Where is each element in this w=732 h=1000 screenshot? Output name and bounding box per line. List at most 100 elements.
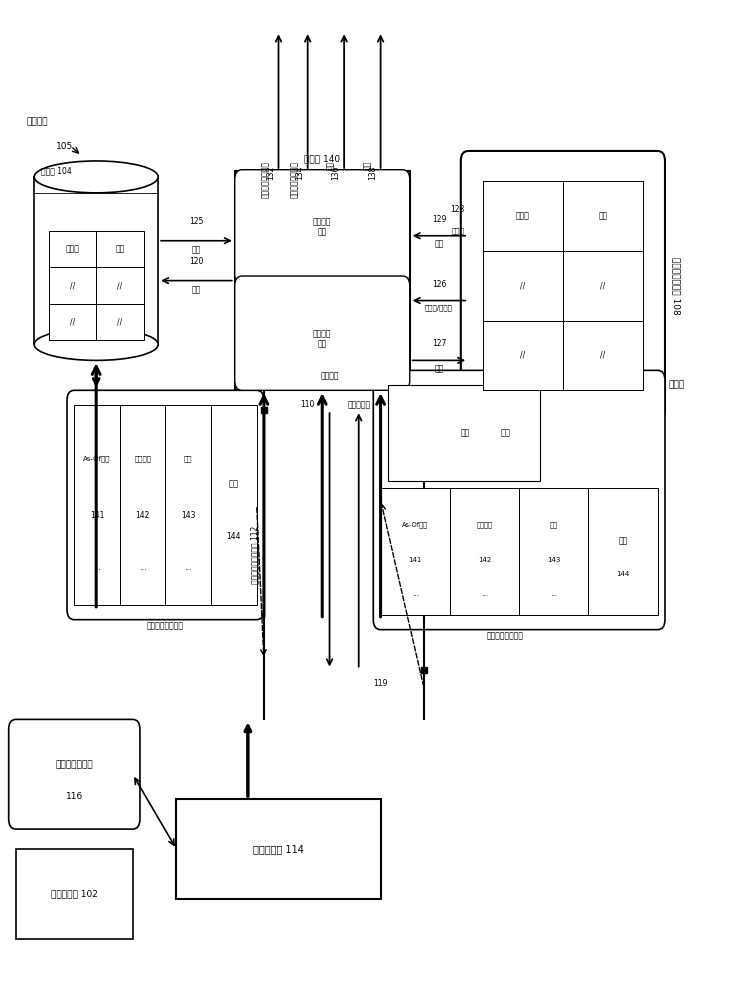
- Text: 请求: 请求: [434, 364, 444, 373]
- Text: 数据: 数据: [461, 429, 470, 438]
- Text: 143: 143: [181, 511, 195, 520]
- Text: 等待: 等待: [363, 161, 372, 170]
- FancyBboxPatch shape: [120, 405, 165, 605]
- Text: 126: 126: [432, 280, 446, 289]
- FancyBboxPatch shape: [49, 267, 96, 304]
- Text: 143: 143: [547, 557, 561, 563]
- Text: 数据项元数据字段: 数据项元数据字段: [147, 622, 184, 631]
- Text: ＼ノ: ＼ノ: [229, 480, 239, 489]
- Text: 阈值: 阈值: [184, 456, 193, 462]
- Text: 132: 132: [266, 166, 274, 180]
- FancyBboxPatch shape: [563, 251, 643, 321]
- FancyBboxPatch shape: [96, 304, 143, 340]
- Text: 数据库高速缓存 108: 数据库高速缓存 108: [671, 257, 681, 314]
- Text: 有阈値宽限的有效: 有阈値宽限的有效: [290, 161, 299, 198]
- Text: 比较器 140: 比较器 140: [305, 154, 340, 163]
- Text: 144: 144: [616, 571, 630, 577]
- Text: 返回的数据: 返回的数据: [347, 400, 370, 409]
- Text: //: //: [600, 281, 605, 290]
- Text: 数据: 数据: [115, 245, 124, 254]
- Text: 141: 141: [90, 511, 104, 520]
- Text: 截止类型
处理: 截止类型 处理: [313, 217, 332, 237]
- Text: ...: ...: [411, 589, 419, 598]
- Text: //: //: [600, 351, 605, 360]
- FancyBboxPatch shape: [482, 321, 563, 390]
- FancyBboxPatch shape: [96, 231, 143, 267]
- FancyBboxPatch shape: [235, 276, 410, 390]
- FancyBboxPatch shape: [482, 181, 563, 251]
- FancyBboxPatch shape: [563, 181, 643, 251]
- FancyBboxPatch shape: [235, 170, 410, 284]
- FancyBboxPatch shape: [563, 321, 643, 390]
- Text: 中命中/中命中: 中命中/中命中: [425, 305, 453, 311]
- Text: 数据库表: 数据库表: [27, 117, 48, 126]
- Text: //: //: [117, 318, 122, 327]
- FancyBboxPatch shape: [235, 171, 410, 390]
- FancyBboxPatch shape: [49, 304, 96, 340]
- FancyBboxPatch shape: [9, 719, 140, 829]
- Text: 截止阈值
处理: 截止阈值 处理: [313, 329, 332, 348]
- Text: 解析: 解析: [434, 240, 444, 249]
- Text: //: //: [520, 351, 526, 360]
- FancyBboxPatch shape: [176, 799, 381, 899]
- Text: 134: 134: [295, 166, 304, 180]
- Text: ...: ...: [139, 563, 146, 572]
- Text: ＼ノ: ＼ノ: [619, 536, 627, 545]
- FancyBboxPatch shape: [461, 151, 665, 420]
- Text: 应答: 应答: [192, 286, 201, 295]
- Text: 125: 125: [190, 217, 203, 226]
- Text: 基于年龄的策略: 基于年龄的策略: [56, 761, 93, 770]
- Text: //: //: [70, 318, 75, 327]
- Text: 142: 142: [135, 511, 150, 520]
- Text: 截止类型: 截止类型: [477, 522, 493, 528]
- Text: 访问请求: 访问请求: [321, 371, 339, 380]
- FancyBboxPatch shape: [388, 385, 540, 481]
- Text: 105: 105: [56, 142, 73, 151]
- Text: 数据库 104: 数据库 104: [42, 166, 72, 175]
- Text: ...: ...: [184, 563, 193, 572]
- Text: ...: ...: [481, 589, 488, 598]
- Text: 141: 141: [408, 557, 422, 563]
- Text: 错误: 错误: [326, 161, 335, 170]
- Text: 116: 116: [66, 792, 83, 801]
- Text: 数据生产者 102: 数据生产者 102: [51, 889, 98, 898]
- Text: 119: 119: [373, 680, 388, 689]
- Text: 数据项元数据字段: 数据项元数据字段: [487, 632, 524, 641]
- Text: ...: ...: [550, 589, 557, 598]
- Text: 回复取: 回复取: [452, 228, 464, 234]
- Text: //: //: [117, 281, 122, 290]
- Text: 元数据: 元数据: [516, 211, 530, 220]
- FancyBboxPatch shape: [450, 488, 519, 615]
- Text: //: //: [520, 281, 526, 290]
- Text: 127: 127: [432, 339, 446, 348]
- Text: 请求: 请求: [192, 246, 201, 255]
- Text: //: //: [70, 281, 75, 290]
- Text: 阈值: 阈值: [550, 522, 558, 528]
- Text: 基于年龄的策略语句 112: 基于年龄的策略语句 112: [250, 526, 260, 584]
- FancyBboxPatch shape: [211, 405, 257, 605]
- Text: 元数据: 元数据: [66, 245, 80, 254]
- Text: As-Of截止: As-Of截止: [83, 456, 111, 462]
- Ellipse shape: [34, 161, 158, 193]
- Text: 142: 142: [478, 557, 491, 563]
- Text: 数据: 数据: [598, 211, 608, 220]
- FancyBboxPatch shape: [75, 405, 120, 605]
- Text: 数据消耗者 114: 数据消耗者 114: [253, 844, 304, 854]
- Text: 128: 128: [450, 205, 464, 214]
- Text: As-Of截止: As-Of截止: [402, 522, 428, 528]
- FancyBboxPatch shape: [165, 405, 211, 605]
- FancyBboxPatch shape: [482, 251, 563, 321]
- FancyBboxPatch shape: [67, 390, 264, 620]
- FancyBboxPatch shape: [49, 231, 96, 267]
- FancyBboxPatch shape: [373, 370, 665, 630]
- FancyBboxPatch shape: [96, 267, 143, 304]
- FancyBboxPatch shape: [519, 488, 589, 615]
- Text: 120: 120: [190, 257, 203, 266]
- Text: ＼ノ: ＼ノ: [500, 429, 510, 438]
- Text: ...: ...: [93, 563, 101, 572]
- Text: 截止类型: 截止类型: [134, 456, 152, 462]
- Text: 138: 138: [368, 166, 377, 180]
- Text: 129: 129: [432, 215, 446, 224]
- FancyBboxPatch shape: [589, 488, 657, 615]
- FancyBboxPatch shape: [381, 488, 450, 615]
